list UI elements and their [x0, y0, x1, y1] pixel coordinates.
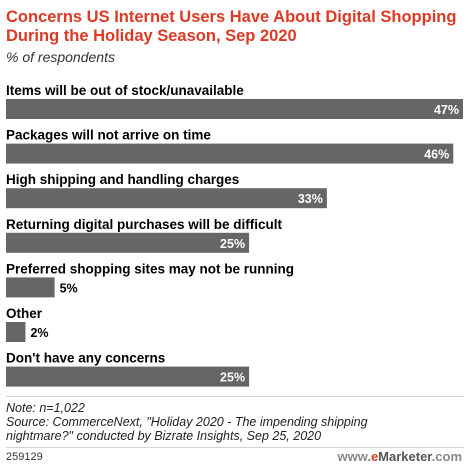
category-label: Other	[6, 306, 43, 321]
category-label: Preferred shopping sites may not be runn…	[6, 261, 294, 276]
source-line-2: nightmare?" conducted by Bizrate Insight…	[6, 429, 322, 443]
value-label: 25%	[220, 237, 245, 251]
brand-tld: .com	[431, 449, 462, 464]
chart-id: 259129	[6, 451, 43, 463]
bar	[6, 277, 55, 298]
brand-name: Marketer	[378, 449, 432, 464]
bar	[6, 188, 327, 209]
chart-title: Concerns US Internet Users Have About Di…	[6, 8, 457, 45]
footer-divider	[6, 447, 464, 448]
bar	[6, 99, 463, 119]
category-label: Returning digital purchases will be diff…	[6, 217, 283, 232]
brand-www: www.	[337, 449, 371, 464]
category-label: Packages will not arrive on time	[6, 128, 211, 143]
bar	[6, 232, 250, 253]
bar	[6, 143, 454, 164]
category-label: High shipping and handling charges	[6, 172, 239, 187]
value-label: 46%	[424, 148, 449, 162]
category-label: Items will be out of stock/unavailable	[6, 83, 244, 98]
brand-logo: www.eMarketer.com	[337, 449, 462, 464]
value-label: 25%	[220, 371, 245, 385]
value-label: 33%	[298, 192, 323, 206]
chart-subtitle: % of respondents	[6, 49, 115, 65]
value-label: 2%	[30, 326, 48, 340]
chart-notes: Note: n=1,022 Source: CommerceNext, "Hol…	[6, 401, 466, 443]
note-sample-size: Note: n=1,022	[6, 401, 85, 415]
value-label: 5%	[60, 281, 78, 295]
category-label: Don't have any concerns	[6, 351, 165, 366]
source-line-1: Source: CommerceNext, "Holiday 2020 - Th…	[6, 415, 368, 429]
bar	[6, 366, 250, 387]
brand-e: e	[370, 449, 379, 464]
notes-divider	[6, 396, 464, 397]
value-label: 47%	[434, 103, 459, 117]
bar	[6, 322, 26, 342]
